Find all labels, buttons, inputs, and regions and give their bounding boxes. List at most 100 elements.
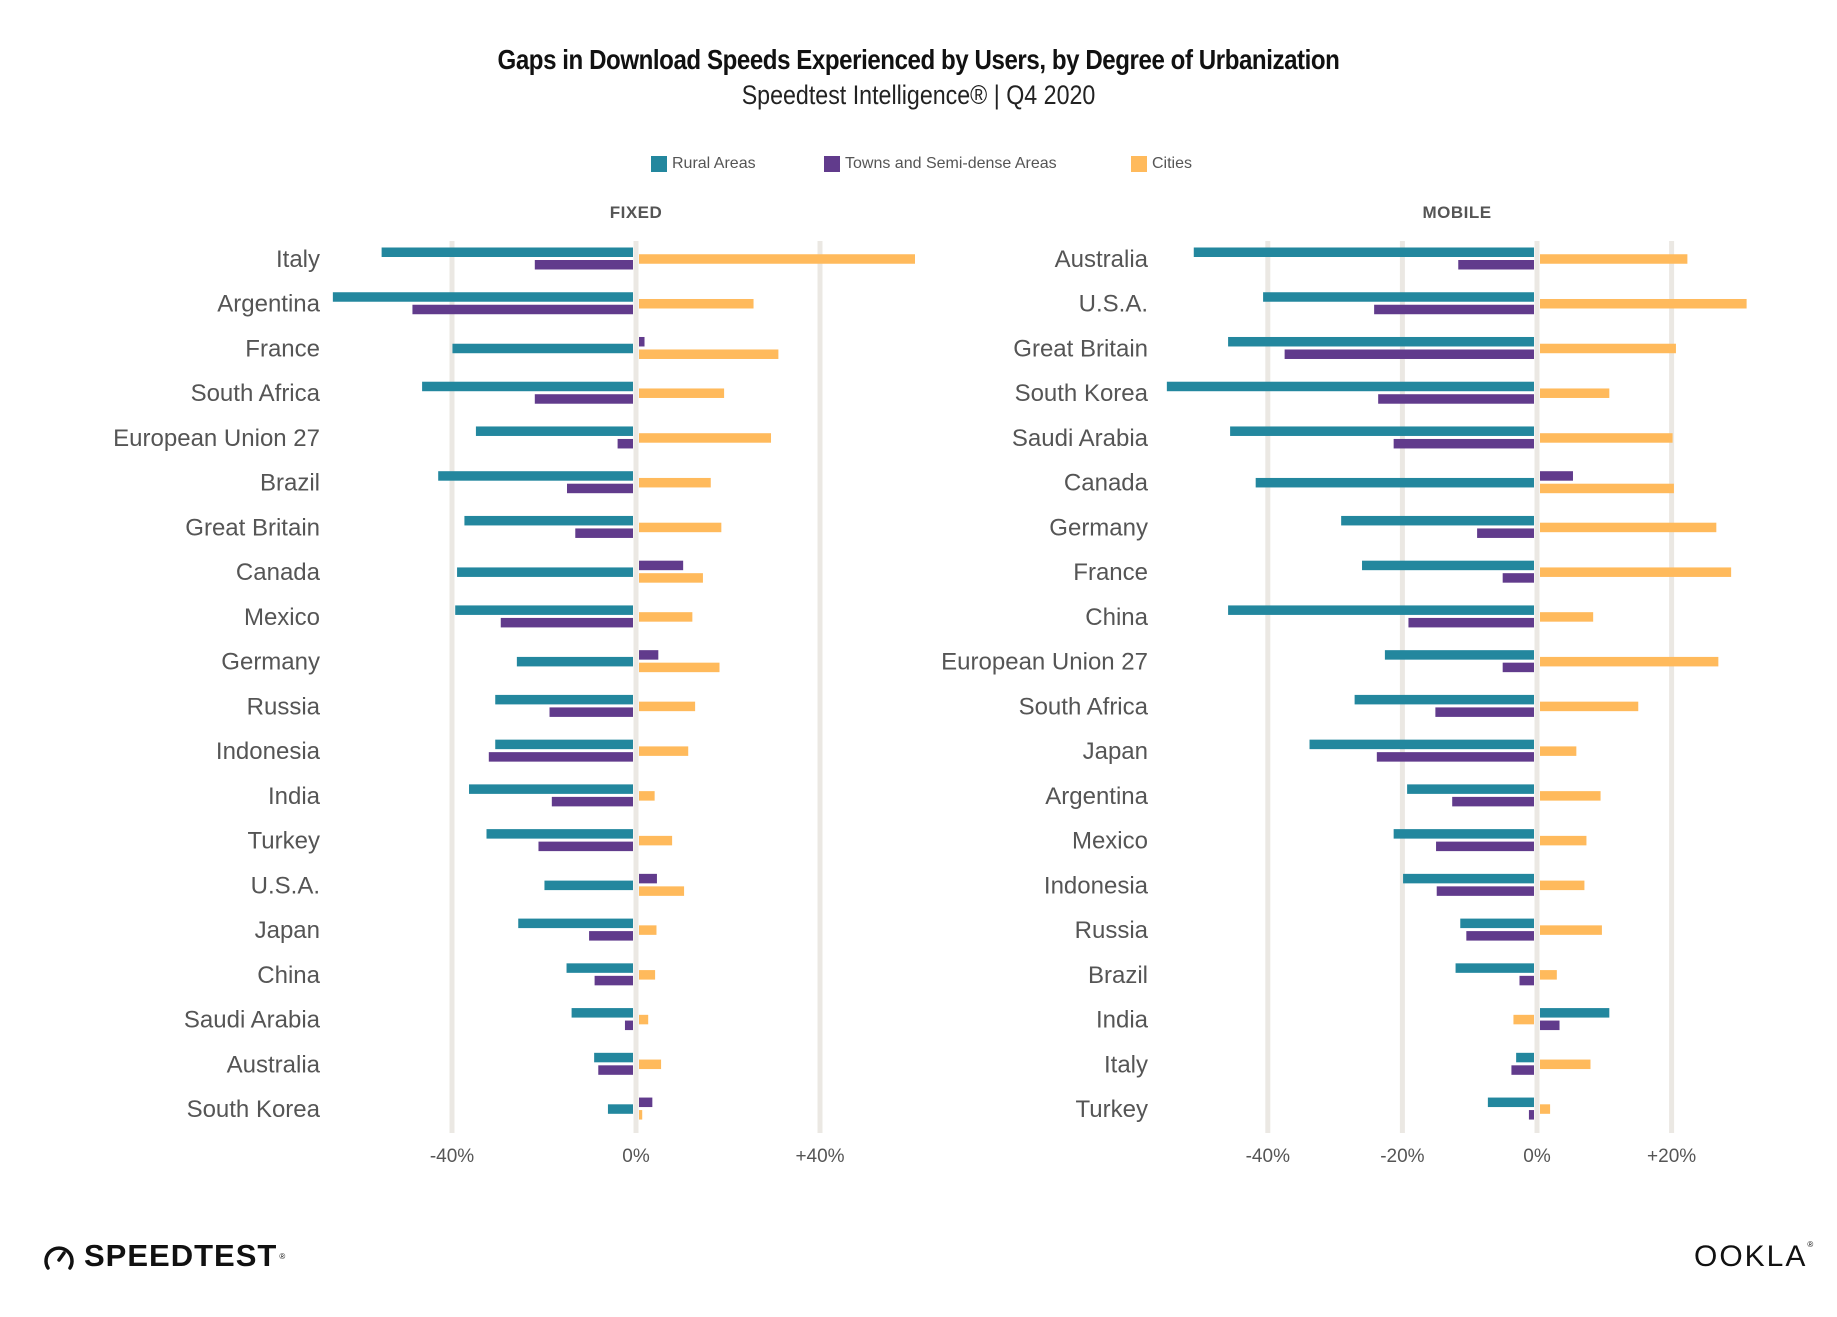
bar-fixed-cities [639, 835, 673, 846]
bar-mobile-cities [1540, 791, 1601, 801]
gridline-mobile [1534, 241, 1540, 1133]
ookla-logo: OOKLA® [1694, 1240, 1815, 1274]
category-label-mobile: Italy [1104, 1051, 1148, 1078]
category-label-mobile: Brazil [1088, 962, 1148, 989]
bar-mobile-rural [1516, 1052, 1534, 1063]
bar-fixed-cities [639, 925, 657, 935]
category-label-fixed: Indonesia [216, 738, 321, 765]
bar-mobile-towns [1378, 394, 1534, 404]
bar-mobile-cities [1513, 1014, 1534, 1025]
bar-mobile-towns [1528, 1110, 1534, 1120]
bar-mobile-towns [1540, 471, 1573, 481]
bar-fixed-towns [488, 752, 633, 762]
bar-fixed-rural [571, 1008, 633, 1018]
category-label-mobile: France [1073, 559, 1148, 586]
category-label-mobile: Saudi Arabia [1012, 425, 1149, 452]
gridline-fixed [449, 241, 455, 1133]
category-label-fixed: Mexico [244, 604, 320, 631]
bar-mobile-cities [1540, 254, 1688, 264]
bar-mobile-cities [1540, 746, 1577, 756]
bar-fixed-towns [639, 1097, 653, 1108]
bar-mobile-towns [1511, 1065, 1534, 1075]
bar-fixed-rural [475, 426, 633, 436]
gridline-fixed [633, 241, 639, 1133]
bar-fixed-cities [639, 1110, 643, 1120]
bar-mobile-rural [1384, 650, 1534, 660]
bar-fixed-towns [617, 438, 633, 449]
bar-mobile-rural [1255, 477, 1534, 488]
category-label-fixed: South Africa [191, 380, 321, 407]
bar-fixed-rural [332, 292, 633, 302]
bar-fixed-rural [457, 567, 633, 577]
bar-mobile-towns [1436, 886, 1534, 896]
category-label-fixed: Russia [247, 693, 321, 720]
bar-fixed-rural [544, 880, 633, 891]
tick-label-mobile: 0% [1523, 1146, 1551, 1167]
category-label-fixed: U.S.A. [251, 872, 320, 899]
bar-mobile-towns [1458, 260, 1534, 270]
bar-fixed-rural [422, 381, 633, 392]
category-label-fixed: Canada [236, 559, 321, 586]
bar-mobile-rural [1354, 694, 1534, 705]
bar-fixed-rural [516, 656, 633, 667]
bar-fixed-rural [486, 829, 633, 839]
legend-item-cities: Cities [1131, 155, 1192, 173]
category-label-mobile: U.S.A. [1079, 291, 1148, 318]
bar-fixed-cities [639, 612, 693, 622]
bar-fixed-towns [538, 841, 633, 852]
category-label-fixed: Japan [255, 917, 320, 944]
category-label-fixed: Argentina [217, 291, 320, 318]
bar-mobile-rural [1309, 739, 1534, 750]
bar-fixed-rural [438, 471, 633, 481]
category-label-mobile: European Union 27 [941, 649, 1148, 676]
bar-mobile-towns [1435, 707, 1534, 717]
bar-fixed-towns [639, 560, 684, 571]
bar-mobile-rural [1263, 292, 1534, 302]
bar-fixed-towns [639, 873, 657, 884]
category-label-fixed: Italy [276, 246, 320, 273]
bar-fixed-rural [566, 963, 633, 973]
bar-fixed-cities [639, 254, 915, 264]
bar-mobile-rural [1228, 336, 1534, 347]
category-label-mobile: China [1085, 604, 1148, 631]
bar-mobile-cities [1540, 1059, 1591, 1070]
bar-fixed-cities [639, 886, 685, 896]
bar-mobile-cities [1540, 388, 1610, 398]
category-label-fixed: Germany [221, 649, 320, 676]
bar-mobile-rural [1403, 873, 1534, 884]
gridline-mobile [1669, 241, 1675, 1133]
bar-mobile-cities [1540, 835, 1587, 846]
bar-fixed-rural [495, 694, 633, 705]
bar-mobile-cities [1540, 701, 1639, 712]
bar-mobile-cities [1540, 343, 1676, 354]
category-label-mobile: Great Britain [1013, 335, 1148, 362]
tick-label-fixed: -40% [430, 1146, 474, 1167]
bar-fixed-rural [452, 343, 633, 354]
legend-label-rural: Rural Areas [672, 155, 756, 172]
bar-mobile-rural [1193, 247, 1534, 257]
bar-mobile-cities [1540, 970, 1557, 980]
panel-title-mobile: MOBILE [1422, 203, 1492, 222]
bar-fixed-cities [639, 1014, 649, 1025]
bar-mobile-rural [1341, 515, 1534, 526]
bar-mobile-rural [1362, 560, 1534, 571]
bar-fixed-rural [469, 784, 633, 794]
bar-fixed-cities [639, 970, 656, 980]
gridline-mobile [1265, 241, 1271, 1133]
bar-mobile-towns [1408, 617, 1534, 628]
bar-mobile-towns [1502, 573, 1534, 583]
category-label-fixed: Australia [227, 1051, 321, 1078]
bar-mobile-cities [1540, 567, 1732, 577]
bar-fixed-towns [534, 260, 633, 270]
category-label-mobile: South Korea [1015, 380, 1149, 407]
bar-mobile-cities [1540, 483, 1674, 494]
category-label-mobile: Indonesia [1044, 872, 1149, 899]
bar-fixed-rural [495, 739, 633, 750]
panel-title-fixed: FIXED [609, 203, 663, 222]
bar-fixed-cities [639, 701, 696, 712]
bar-mobile-towns [1393, 438, 1534, 449]
category-label-mobile: India [1096, 1007, 1149, 1034]
bar-mobile-rural [1407, 784, 1534, 794]
ookla-wordmark: OOKLA [1694, 1240, 1808, 1273]
bar-mobile-towns [1477, 528, 1534, 538]
